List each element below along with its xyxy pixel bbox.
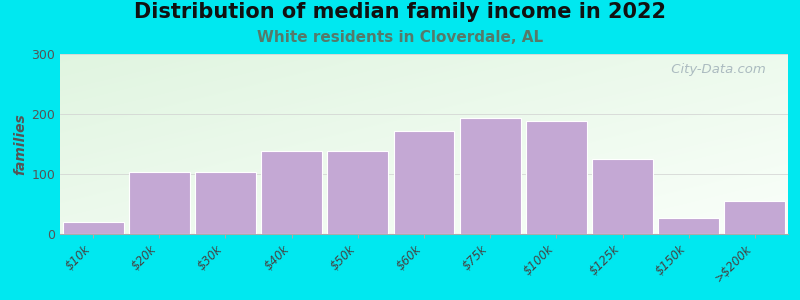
Bar — [327, 151, 388, 234]
Bar — [725, 201, 786, 234]
Y-axis label: families: families — [13, 113, 27, 175]
Text: White residents in Cloverdale, AL: White residents in Cloverdale, AL — [257, 30, 543, 45]
Bar — [658, 218, 719, 234]
Bar — [592, 159, 653, 234]
Bar — [394, 131, 454, 234]
Text: City-Data.com: City-Data.com — [667, 63, 766, 76]
Text: Distribution of median family income in 2022: Distribution of median family income in … — [134, 2, 666, 22]
Bar — [526, 121, 587, 234]
Bar — [129, 172, 190, 234]
Bar — [261, 151, 322, 234]
Bar — [195, 172, 256, 234]
Bar — [460, 118, 521, 234]
Bar — [62, 222, 123, 234]
